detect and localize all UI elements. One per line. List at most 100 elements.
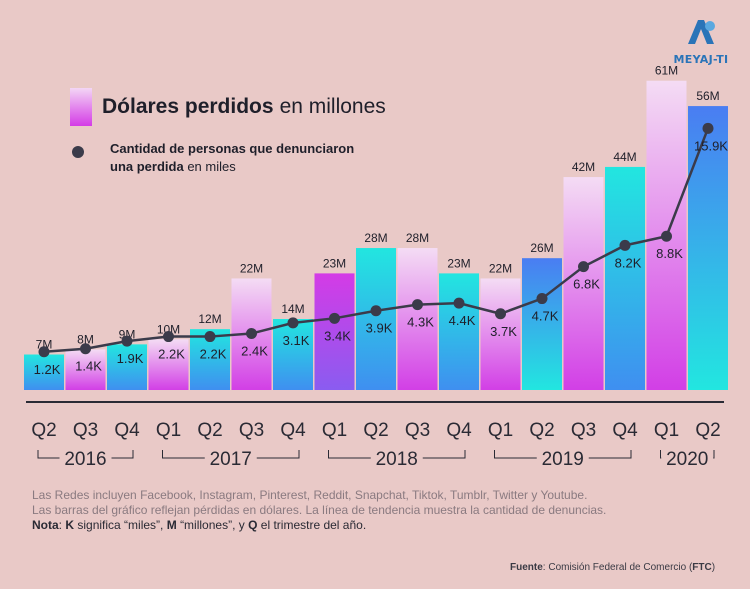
bar-11 [480,278,521,390]
trend-value-label-16: 15.9K [694,138,728,153]
year-bracket-4 [660,450,715,459]
bar-value-label-12: 26M [530,241,553,255]
x-tick-label-15: Q1 [654,420,679,441]
trend-point-7 [329,312,340,324]
legend-bar-swatch [70,88,92,126]
bar-value-label-10: 23M [447,256,470,270]
year-bracket-0 [37,450,134,459]
trend-point-8 [370,305,382,317]
trend-value-label-13: 6.8K [573,277,600,292]
year-labels: 2016 2017 2018 2019 2020 [37,449,715,470]
trend-value-label-1: 1.4K [75,359,102,374]
trend-point-16 [702,122,714,134]
bar-value-label-16: 56M [696,89,719,103]
bar-value-label-11: 22M [489,261,512,275]
trend-point-13 [578,261,589,273]
x-tick-label-14: Q4 [612,420,638,441]
year-bracket-1 [162,450,300,459]
trend-point-15 [661,230,672,242]
note-definitions: Nota: K significa “miles”, M “millones”,… [32,518,367,532]
trend-value-label-4: 2.2K [200,347,227,362]
legend-line-title-2: una perdida [110,159,184,174]
bar-12 [522,258,562,390]
x-tick-label-10: Q4 [446,420,472,441]
note-line-2: Las barras del gráfico reflejan pérdidas… [32,503,607,517]
bar-8 [356,248,396,390]
bar-16 [688,106,728,390]
nota-m: M [166,518,177,532]
bar-value-label-1: 8M [77,332,94,346]
legend-bars-title: Dólares perdidos [102,95,274,118]
trend-point-5 [246,328,257,340]
trend-value-label-6: 3.1K [283,333,310,348]
nota-k-text: significa “miles”, [77,518,164,532]
x-tick-label-13: Q3 [571,420,596,441]
source-abbr: FTC [692,562,712,573]
x-tick-label-0: Q2 [31,420,56,441]
bar-10 [439,273,479,390]
x-tick-labels: Q2 Q3 Q4 Q1 Q2 Q3 Q4 Q1 Q2 Q3 Q4 Q1 Q2 Q3 Q4 Q1 Q2 [31,420,720,441]
year-label-4: 2020 [666,449,708,470]
legend-line-marker [72,146,84,158]
bar-value-label-8: 28M [364,231,387,245]
nota-k: K [65,518,75,532]
x-tick-label-8: Q2 [363,420,388,441]
trend-point-10 [453,297,465,309]
year-label-3: 2019 [542,449,584,470]
bar-3 [148,339,189,390]
x-tick-label-4: Q2 [197,420,222,441]
year-label-1: 2017 [210,449,252,470]
source-label: Fuente [510,562,543,573]
year-label-0: 2016 [64,449,106,470]
bar-14 [605,166,645,390]
bar-2 [107,344,147,390]
trend-value-label-7: 3.4K [324,328,351,343]
nota-q: Q [248,518,258,532]
bar-value-label-15: 61M [655,64,678,78]
trend-point-6 [287,317,299,329]
trend-value-label-3: 2.2K [158,347,185,362]
trend-value-label-11: 3.7K [490,324,517,339]
trend-point-3 [163,331,174,343]
trend-value-label-15: 8.8K [656,246,683,261]
trend-value-label-5: 2.4K [241,344,268,359]
brand-logo: MEYAJ-TI [668,18,734,66]
x-tick-label-6: Q4 [280,420,306,441]
bar-value-label-13: 42M [572,160,595,174]
trend-value-label-8: 3.9K [366,321,393,336]
x-tick-label-11: Q1 [488,420,513,441]
x-tick-label-5: Q3 [239,420,264,441]
trend-value-label-12: 4.7K [532,309,559,324]
year-label-2: 2018 [376,449,418,470]
bar-7 [314,273,355,390]
trend-point-12 [536,293,548,305]
bar-value-label-5: 22M [240,261,263,275]
x-tick-label-2: Q4 [114,420,140,441]
bar-value-label-3: 10M [157,322,180,336]
nota-m-text: “millones”, y [180,518,245,532]
legend-line-title-1: Cantidad de personas que denunciaron [110,141,355,156]
legend-line: Cantidad de personas que denunciaron una… [72,140,354,176]
trend-point-2 [121,335,133,347]
note-line-1: Las Redes incluyen Facebook, Instagram, … [32,488,588,502]
trend-point-0 [38,346,50,358]
logo-brand-text: MEYAJ-TI [673,53,729,66]
trend-value-label-10: 4.4K [449,313,476,328]
bar-value-label-9: 28M [406,231,429,245]
x-tick-label-12: Q2 [529,420,554,441]
bar-value-label-4: 12M [198,312,221,326]
nota-label: Nota [32,518,59,532]
year-bracket-2 [328,450,466,459]
legend-bars-unit: en millones [279,95,386,118]
bar-value-label-0: 7M [36,338,53,352]
logo-mark-icon [688,20,715,44]
x-tick-label-7: Q1 [322,420,347,441]
trend-line-group: 1.2K 1.4K 1.9K 2.2K 2.2K 2.4K 3.1K 3.4K 3.9K 4.3K… [34,122,728,377]
bar-0 [24,354,64,390]
source-text: Comisión Federal de Comercio ( [548,562,693,573]
bar-value-label-14: 44M [613,150,636,164]
trend-point-9 [412,299,423,311]
nota-q-text: el trimestre del año. [260,518,367,532]
